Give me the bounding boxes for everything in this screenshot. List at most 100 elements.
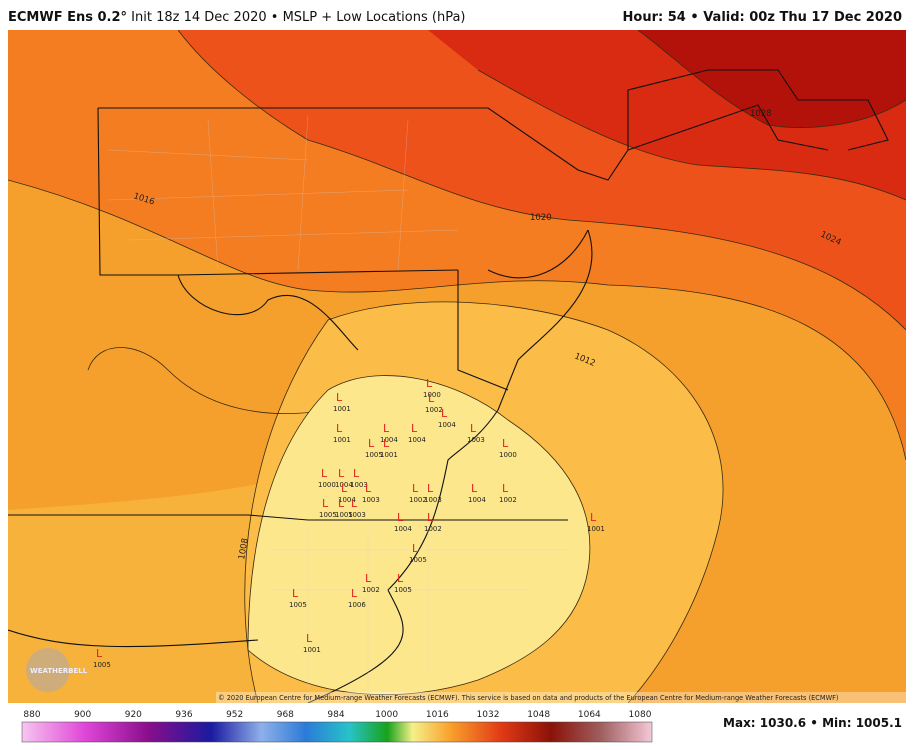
low-value: 1005 [335, 511, 353, 519]
county-lines [107, 114, 568, 690]
low-symbol: L [471, 482, 478, 495]
low-value: 1002 [499, 496, 517, 504]
low-value: 1000 [318, 481, 336, 489]
colorbar-label: 968 [277, 710, 294, 720]
map: 1028 1024 1020 1016 1012 1008 L1001L1001… [8, 30, 906, 703]
low-symbol: L [428, 392, 435, 405]
low-value: 1005 [93, 661, 111, 669]
colorbar-label: 1016 [426, 710, 449, 720]
low-value: 1004 [380, 436, 398, 444]
contour-label: 1028 [750, 109, 772, 119]
low-symbol: L [502, 437, 509, 450]
colorbar-label: 900 [74, 710, 91, 720]
low-value: 1004 [468, 496, 486, 504]
low-value: 1005 [289, 601, 307, 609]
contour [87, 347, 329, 414]
low-value: 1003 [348, 511, 366, 519]
low-value: 1004 [394, 525, 412, 533]
contour-label: 1020 [530, 213, 552, 223]
low-symbol: L [426, 377, 433, 390]
colorbar-fill [21, 721, 653, 743]
low-symbol: L [470, 422, 477, 435]
colorbar-label: 984 [327, 710, 344, 720]
low-symbol: L [441, 407, 448, 420]
low-symbol: L [397, 511, 404, 524]
low-symbol: L [341, 482, 348, 495]
low-value: 1005 [319, 511, 337, 519]
low-symbol: L [412, 542, 419, 555]
low-value: 1003 [350, 481, 368, 489]
low-symbol: L [338, 497, 345, 510]
copyright: © 2020 European Centre for Medium-range … [218, 694, 838, 702]
low-symbol: L [383, 422, 390, 435]
header-right: Hour: 54 • Valid: 00z Thu 17 Dec 2020 [622, 10, 902, 25]
colorbar: 880 900 920 936 952 968 984 1000 1016 1032 1048 106… [21, 710, 653, 743]
colorbar-label: 1000 [375, 710, 398, 720]
colorbar-label: 952 [226, 710, 243, 720]
low-value: 1004 [338, 496, 356, 504]
region-1008 [247, 375, 591, 695]
low-symbol: L [322, 497, 329, 510]
colorbar-label: 1064 [578, 710, 601, 720]
low-value: 1006 [348, 601, 366, 609]
low-symbol: L [365, 482, 372, 495]
contour-label: 1008 [237, 537, 251, 560]
low-value: 1004 [408, 436, 426, 444]
low-value: 1001 [333, 436, 351, 444]
low-symbol: L [351, 497, 358, 510]
low-value: 1000 [423, 391, 441, 399]
low-value: 1000 [499, 451, 517, 459]
low-value: 1001 [303, 646, 321, 654]
low-symbol: L [365, 572, 372, 585]
low-symbol: L [397, 572, 404, 585]
low-value: 1004 [335, 481, 353, 489]
colorbar-labels: 880 900 920 936 952 968 984 1000 1016 1032 1048 106… [23, 710, 651, 720]
colorbar-label: 1048 [527, 710, 550, 720]
low-symbol: L [338, 467, 345, 480]
low-value: 1005 [365, 451, 383, 459]
low-value: 1004 [438, 421, 456, 429]
low-value: 1003 [467, 436, 485, 444]
low-symbol: L [336, 422, 343, 435]
subtitle: Init 18z 14 Dec 2020 • MSLP + Low Locati… [131, 10, 466, 25]
low-value: 1002 [424, 525, 442, 533]
low-value: 1001 [333, 405, 351, 413]
low-symbol: L [351, 587, 358, 600]
low-symbol: L [368, 437, 375, 450]
colorbar-label: 1032 [477, 710, 500, 720]
logo: WEATHERBELL [26, 648, 88, 692]
low-value: 1001 [587, 525, 605, 533]
low-symbol: L [427, 482, 434, 495]
low-value: 1003 [362, 496, 380, 504]
low-symbol: L [96, 647, 103, 660]
colorbar-label: 936 [175, 710, 192, 720]
state-borders [8, 69, 889, 703]
region-1028 [638, 30, 906, 128]
low-symbol: L [427, 511, 434, 524]
low-symbol: L [292, 587, 299, 600]
colorbar-label: 880 [23, 710, 40, 720]
low-value: 1005 [409, 556, 427, 564]
low-symbol: L [306, 632, 313, 645]
low-symbol: L [383, 437, 390, 450]
model: ECMWF Ens 0.2° [8, 10, 128, 25]
low-symbol: L [590, 511, 597, 524]
low-value: 1001 [380, 451, 398, 459]
low-symbol: L [336, 391, 343, 404]
low-value: 1003 [424, 496, 442, 504]
colorbar-label: 920 [125, 710, 142, 720]
low-symbol: L [353, 467, 360, 480]
contours [8, 30, 906, 703]
header-left: ECMWF Ens 0.2° Init 18z 14 Dec 2020 • MS… [8, 10, 466, 25]
low-symbol: L [411, 422, 418, 435]
low-value: 1005 [394, 586, 412, 594]
colorbar-label: 1080 [629, 710, 652, 720]
low-value: 1002 [409, 496, 427, 504]
logo-text: WEATHERBELL [30, 667, 88, 675]
low-value: 1002 [425, 406, 443, 414]
footer-stats: Max: 1030.6 • Min: 1005.1 [723, 716, 902, 730]
copyright-bg [216, 692, 906, 703]
low-symbol: L [412, 482, 419, 495]
